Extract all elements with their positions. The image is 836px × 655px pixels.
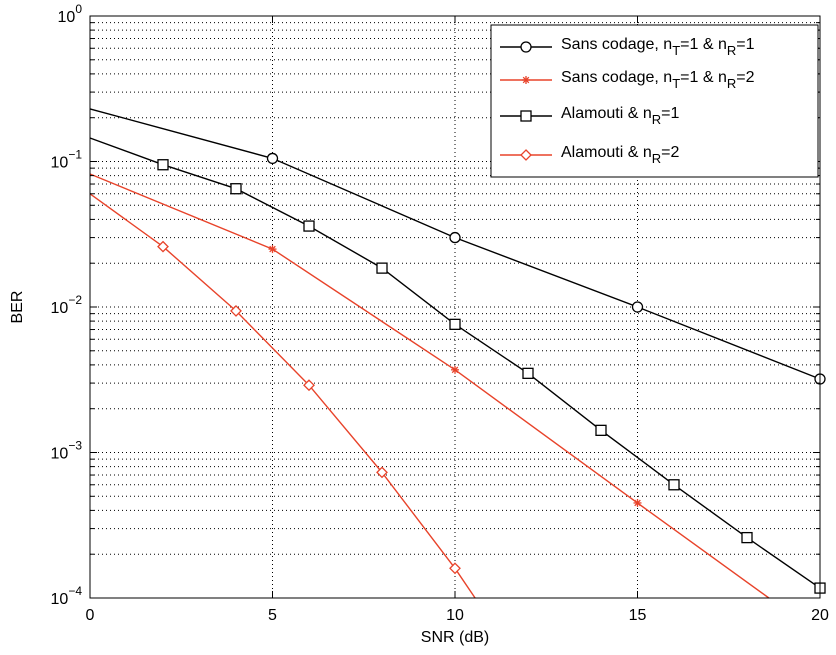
- legend-label-2: Sans codage, nT=1 & nR=2: [561, 69, 755, 91]
- x-tick-label: 10: [446, 607, 464, 624]
- marker-circle: [266, 152, 279, 165]
- y-tick-label: 100: [58, 2, 83, 26]
- y-tick-label: 10−3: [51, 439, 83, 463]
- marker-square: [376, 262, 388, 274]
- marker-star-stroke: [269, 245, 276, 253]
- marker-square: [230, 183, 242, 195]
- marker-square: [522, 367, 534, 379]
- x-axis-label: SNR (dB): [421, 629, 489, 646]
- marker-star-stroke: [634, 499, 641, 507]
- marker-circle: [449, 231, 461, 244]
- x-tick-label: 20: [811, 607, 829, 624]
- marker-diamond: [303, 379, 315, 392]
- marker-square: [668, 479, 680, 491]
- marker-diamond: [376, 466, 388, 479]
- marker-star-stroke: [451, 366, 459, 374]
- x-tick-label: 15: [629, 607, 647, 624]
- legend-label-4: Alamouti & nR=2: [561, 144, 679, 166]
- legend-box: [490, 24, 819, 178]
- marker-diamond: [157, 240, 169, 253]
- legend-label-3: Alamouti & nR=1: [561, 105, 679, 127]
- marker-diamond: [230, 304, 242, 317]
- marker-square: [303, 220, 315, 232]
- legend: Sans codage, nT=1 & nR=1 Sans codage, nT=…: [490, 24, 819, 178]
- marker-star: [633, 498, 642, 507]
- marker-square: [520, 110, 532, 122]
- y-tick-label: 10−4: [51, 584, 83, 608]
- marker-circle: [520, 41, 532, 53]
- marker-star: [451, 365, 459, 374]
- marker-square: [449, 318, 461, 330]
- x-tick-label: 0: [86, 607, 95, 624]
- y-tick-label: 10−2: [51, 293, 83, 317]
- marker-diamond: [449, 562, 461, 575]
- marker-circle: [631, 301, 644, 313]
- series-markers: [157, 152, 826, 594]
- y-tick-label: 10−1: [51, 148, 83, 172]
- y-axis-label: BER: [9, 291, 26, 324]
- marker-square: [595, 424, 607, 436]
- x-tick-label: 5: [268, 607, 277, 624]
- marker-diamond: [520, 149, 532, 161]
- marker-star: [522, 76, 530, 84]
- legend-label-1: Sans codage, nT=1 & nR=1: [561, 36, 755, 58]
- marker-square: [157, 159, 169, 171]
- marker-star-stroke: [522, 76, 530, 84]
- marker-square: [741, 531, 753, 544]
- marker-star: [268, 245, 277, 254]
- axis-ticks: 0 5 10 15 20 100 10−1 10−2 10−3 10−4: [51, 2, 829, 624]
